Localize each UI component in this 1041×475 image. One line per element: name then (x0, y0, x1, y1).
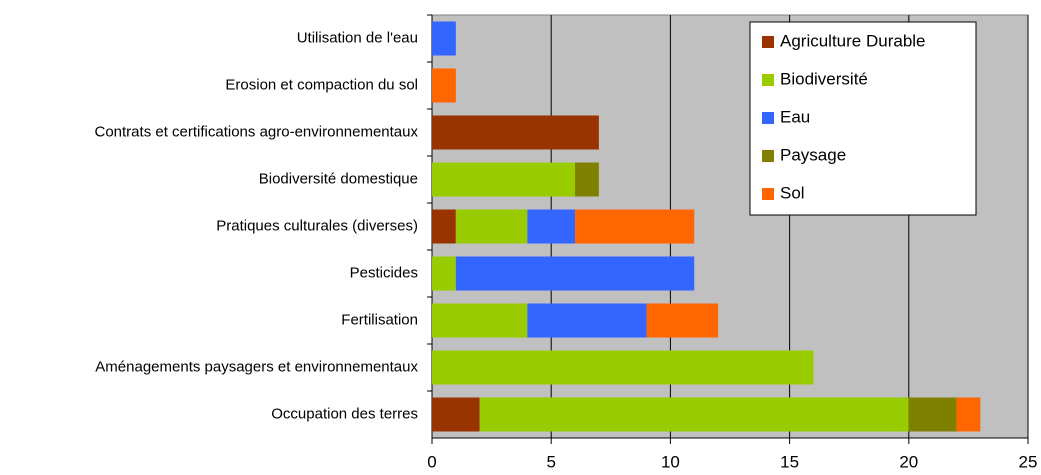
category-label: Erosion et compaction du sol (225, 76, 418, 93)
bar-segment (432, 68, 456, 103)
category-label: Aménagements paysagers et environnementa… (95, 358, 418, 375)
category-label: Biodiversité domestique (259, 170, 418, 187)
x-tick-label: 10 (661, 452, 680, 471)
bar-segment (575, 162, 599, 197)
bar-segment (432, 115, 599, 150)
bar-segment (432, 162, 576, 197)
bar-segment (432, 397, 480, 432)
x-tick-label: 0 (427, 452, 436, 471)
x-tick-label: 25 (1019, 452, 1038, 471)
bar-segment (908, 397, 957, 432)
bar-segment (455, 256, 695, 291)
legend-swatch (762, 36, 774, 48)
legend-box (749, 21, 977, 216)
legend-label: Biodiversité (780, 69, 868, 88)
bar-segment (527, 209, 576, 244)
bar-segment (479, 397, 909, 432)
legend-swatch (762, 112, 774, 124)
x-tick-label: 15 (780, 452, 799, 471)
bar-segment (956, 397, 981, 432)
bar-segment (432, 209, 456, 244)
legend-label: Eau (780, 107, 810, 126)
bar-segment (646, 303, 719, 338)
x-tick-label: 5 (546, 452, 555, 471)
bar-segment (575, 209, 695, 244)
legend-swatch (762, 74, 774, 86)
bar-segment (455, 209, 528, 244)
legend-swatch (762, 188, 774, 200)
bar-segment (432, 350, 814, 385)
bar-segment (527, 303, 647, 338)
legend-swatch (762, 150, 774, 162)
bar-segment (432, 303, 528, 338)
bar-segment (432, 256, 456, 291)
x-tick-label: 20 (899, 452, 918, 471)
category-label: Pesticides (350, 264, 418, 281)
category-label: Utilisation de l'eau (297, 29, 418, 46)
category-label: Fertilisation (341, 311, 418, 328)
legend-label: Paysage (780, 145, 846, 164)
category-label: Pratiques culturales (diverses) (216, 217, 418, 234)
legend-label: Agriculture Durable (780, 31, 926, 50)
category-label: Occupation des terres (271, 405, 418, 422)
category-label: Contrats et certifications agro-environn… (95, 123, 419, 140)
bar-segment (432, 21, 456, 56)
legend-label: Sol (780, 183, 805, 202)
